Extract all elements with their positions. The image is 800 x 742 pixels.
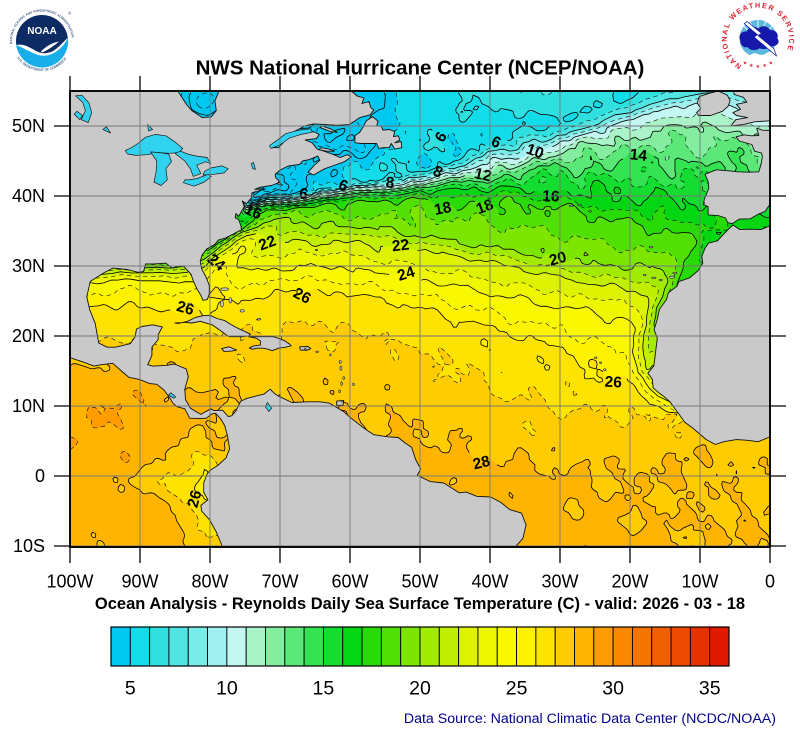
svg-text:10W: 10W (681, 572, 718, 592)
svg-text:6: 6 (298, 185, 310, 203)
svg-text:100W: 100W (46, 572, 93, 592)
svg-text:15: 15 (313, 678, 335, 700)
svg-text:★: ★ (769, 61, 774, 67)
svg-text:26: 26 (290, 285, 313, 308)
svg-text:40N: 40N (12, 186, 45, 206)
svg-text:18: 18 (474, 196, 496, 218)
svg-text:10S: 10S (13, 536, 45, 556)
svg-text:★: ★ (749, 63, 754, 69)
svg-text:10N: 10N (12, 396, 45, 416)
svg-text:30W: 30W (541, 572, 578, 592)
svg-text:14: 14 (629, 146, 648, 165)
svg-text:26: 26 (185, 488, 206, 509)
svg-text:★: ★ (756, 64, 761, 70)
svg-text:70W: 70W (261, 572, 298, 592)
svg-text:10: 10 (216, 678, 238, 700)
svg-text:28: 28 (471, 453, 492, 474)
svg-text:20W: 20W (611, 572, 648, 592)
svg-text:24: 24 (395, 263, 417, 284)
svg-text:Ocean Analysis - Reynolds Dail: Ocean Analysis - Reynolds Daily Sea Surf… (95, 595, 745, 613)
svg-text:90W: 90W (121, 572, 158, 592)
svg-text:8: 8 (385, 174, 395, 192)
svg-text:80W: 80W (191, 572, 228, 592)
svg-text:NOAA: NOAA (27, 26, 56, 37)
svg-text:60W: 60W (331, 572, 368, 592)
svg-text:50W: 50W (401, 572, 438, 592)
svg-text:★: ★ (762, 63, 767, 69)
svg-text:30: 30 (602, 678, 624, 700)
svg-text:20: 20 (547, 249, 568, 270)
svg-text:50N: 50N (12, 116, 45, 136)
svg-text:30N: 30N (12, 256, 45, 276)
svg-text:16: 16 (242, 201, 265, 224)
svg-text:®: ® (68, 10, 72, 16)
svg-text:5: 5 (125, 678, 136, 700)
svg-text:0: 0 (35, 466, 45, 486)
svg-text:26: 26 (604, 374, 622, 392)
svg-text:★: ★ (743, 61, 748, 67)
svg-text:0: 0 (765, 572, 775, 592)
svg-text:40W: 40W (471, 572, 508, 592)
svg-text:NWS National Hurricane Center: NWS National Hurricane Center (NCEP/NOAA… (196, 57, 645, 80)
svg-text:10: 10 (524, 141, 546, 163)
svg-text:12: 12 (473, 165, 494, 185)
svg-text:16: 16 (542, 188, 560, 206)
svg-text:22: 22 (391, 237, 410, 256)
svg-text:20: 20 (409, 678, 431, 700)
svg-text:25: 25 (506, 678, 528, 700)
svg-text:18: 18 (433, 199, 454, 219)
svg-text:20N: 20N (12, 326, 45, 346)
svg-text:35: 35 (699, 678, 721, 700)
svg-text:22: 22 (256, 232, 278, 254)
svg-text:Data Source: National Climatic: Data Source: National Climatic Data Cent… (404, 711, 776, 727)
